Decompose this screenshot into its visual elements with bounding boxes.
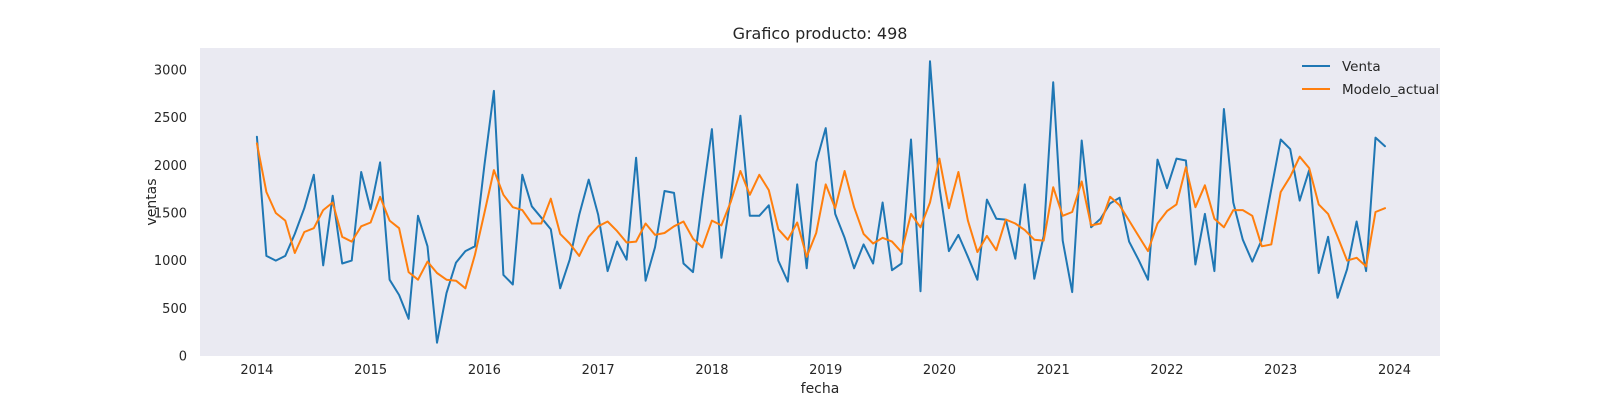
chart-title: Grafico producto: 498: [733, 24, 908, 43]
y-axis-ticks: 0 500 1000 1500 2000 2500 3000: [154, 63, 187, 364]
x-tick-label: 2020: [923, 363, 956, 378]
x-tick-label: 2014: [240, 363, 273, 378]
series-lines: [255, 60, 1386, 344]
x-tick-label: 2024: [1378, 363, 1411, 378]
y-tick-label: 2500: [154, 111, 187, 126]
x-tick-label: 2018: [695, 363, 728, 378]
x-axis-label: fecha: [801, 381, 840, 397]
y-tick-label: 1000: [154, 254, 187, 269]
x-tick-label: 2015: [354, 363, 387, 378]
y-tick-label: 1500: [154, 206, 187, 221]
legend-label: Modelo_actual: [1342, 82, 1439, 98]
y-tick-label: 500: [162, 302, 187, 317]
x-tick-label: 2022: [1150, 363, 1183, 378]
series-line-venta: [255, 60, 1386, 344]
legend: Venta Modelo_actual: [1302, 59, 1439, 98]
plot-area: [200, 48, 1440, 356]
x-tick-label: 2016: [468, 363, 501, 378]
x-tick-label: 2023: [1264, 363, 1297, 378]
y-axis-label: ventas: [144, 178, 160, 225]
y-tick-label: 0: [179, 350, 187, 365]
x-tick-label: 2021: [1037, 363, 1070, 378]
x-axis-ticks: 2014 2015 2016 2017 2018 2019 2020 2021 2022 2023…: [240, 363, 1411, 378]
x-tick-label: 2017: [582, 363, 615, 378]
legend-label: Venta: [1342, 59, 1381, 75]
x-tick-label: 2019: [809, 363, 842, 378]
y-tick-label: 3000: [154, 63, 187, 78]
series-line-modelo-actual: [255, 142, 1386, 290]
y-tick-label: 2000: [154, 159, 187, 174]
